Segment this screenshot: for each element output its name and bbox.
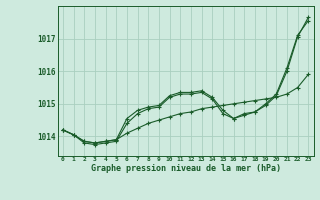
X-axis label: Graphe pression niveau de la mer (hPa): Graphe pression niveau de la mer (hPa)	[91, 164, 281, 173]
